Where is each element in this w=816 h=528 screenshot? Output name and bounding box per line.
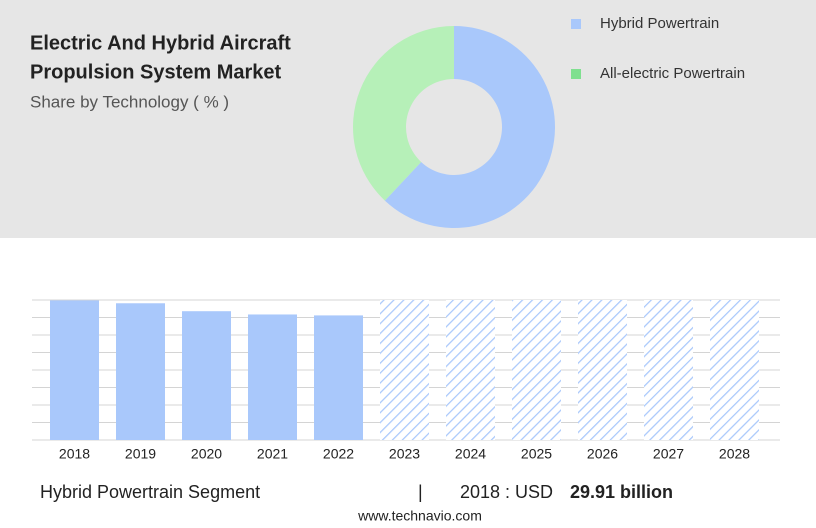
bar [248,314,297,440]
donut-slice [353,25,454,201]
source: www.technavio.com [357,508,482,524]
legend-swatch [571,19,581,29]
bar [50,300,99,440]
forecast-placeholder [710,300,759,440]
x-tick-label: 2023 [389,446,420,462]
bar [314,315,363,440]
forecast-placeholder [644,300,693,440]
segment-value: 29.91 billion [570,482,673,502]
chart-title: Electric And Hybrid Aircraft [30,32,291,54]
x-tick-label: 2019 [125,446,156,462]
x-tick-label: 2027 [653,446,684,462]
x-tick-label: 2025 [521,446,552,462]
x-tick-label: 2028 [719,446,750,462]
legend-label: Hybrid Powertrain [600,15,719,32]
forecast-placeholder [578,300,627,440]
forecast-placeholder [380,300,429,440]
separator: | [418,482,423,502]
donut-slice [384,26,555,228]
x-tick-label: 2020 [191,446,222,462]
chart-title: Propulsion System Market [30,61,282,83]
x-tick-label: 2018 [59,446,90,462]
chart-subtitle: Share by Technology ( % ) [30,92,229,111]
x-tick-label: 2021 [257,446,288,462]
segment-label: Hybrid Powertrain Segment [40,482,260,502]
bar [116,303,165,440]
x-tick-label: 2026 [587,446,618,462]
period-label: 2018 : USD [460,482,553,502]
legend-swatch [571,69,581,79]
forecast-placeholder [512,300,561,440]
legend-label: All-electric Powertrain [600,65,745,82]
forecast-placeholder [446,300,495,440]
x-tick-label: 2022 [323,446,354,462]
bar [182,311,231,440]
x-tick-label: 2024 [455,446,486,462]
